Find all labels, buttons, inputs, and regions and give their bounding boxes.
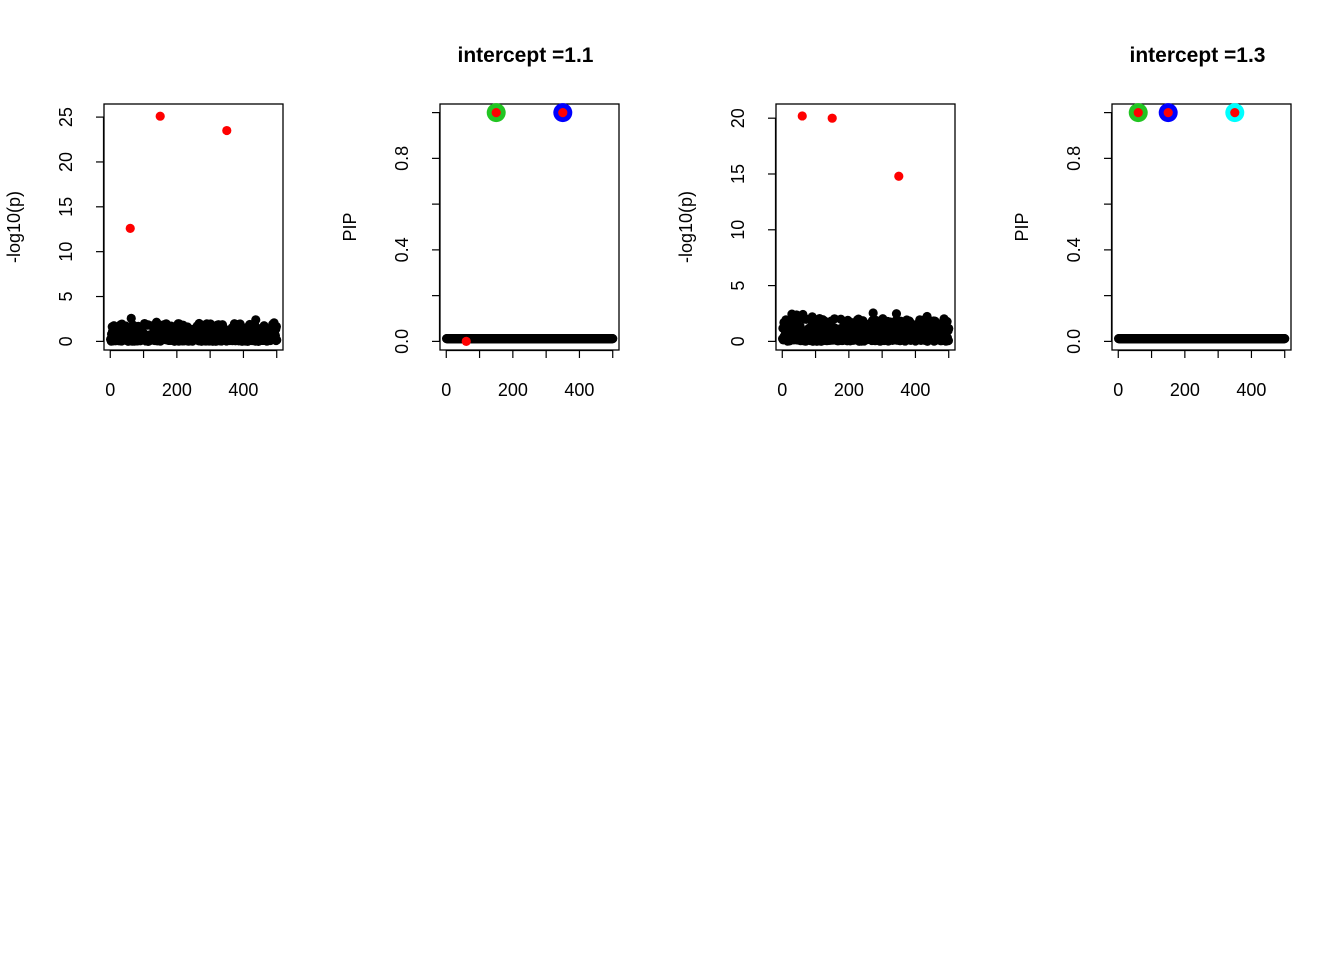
data-point — [1280, 334, 1290, 344]
y-axis-label: PIP — [1012, 212, 1032, 241]
y-axis: 0 5 10 15 20 — [728, 108, 777, 346]
data-point — [943, 336, 954, 346]
y-tick-label: 25 — [56, 107, 76, 127]
x-axis: 0 200 400 — [105, 349, 278, 400]
plot-frame — [1111, 103, 1292, 351]
panel-2: 0 200 400 0.0 0.4 0.8 PIP intercept =1.1 — [340, 44, 620, 400]
panel-3: 0 200 400 0 5 10 15 20 -log10(p) — [676, 103, 956, 400]
y-tick-label: 0.0 — [392, 329, 412, 354]
y-axis: 0.0 0.4 0.8 — [392, 112, 441, 354]
x-axis: 0 200 400 — [441, 349, 614, 400]
y-tick-label: 10 — [56, 242, 76, 262]
panel-title: intercept =1.3 — [1130, 44, 1266, 67]
plot-frame — [439, 103, 620, 351]
highlighted-point — [222, 125, 232, 136]
highlighted-points — [1128, 103, 1245, 123]
y-tick-label: 0 — [728, 336, 748, 346]
y-axis-label: -log10(p) — [4, 191, 24, 263]
y-axis: 0 5 10 15 20 25 — [56, 107, 105, 346]
x-axis: 0 200 400 — [1113, 349, 1286, 400]
highlighted-point — [827, 113, 837, 123]
background-points — [441, 334, 618, 344]
panel-4: 0 200 400 0.0 0.4 0.8 PIP intercept =1.3 — [1012, 44, 1292, 400]
data-point — [868, 308, 878, 318]
y-tick-label: 0.8 — [1064, 146, 1084, 171]
highlighted-point — [558, 108, 568, 118]
highlighted-points — [461, 103, 573, 346]
panel-title: intercept =1.1 — [458, 44, 594, 67]
highlighted-point — [461, 336, 471, 346]
highlighted-point — [1133, 108, 1143, 118]
y-tick-label: 0.4 — [392, 237, 412, 262]
background-points — [105, 313, 282, 346]
highlighted-point — [894, 171, 904, 181]
y-axis: 0.0 0.4 0.8 — [1064, 112, 1113, 354]
x-tick-label: 0 — [1113, 380, 1123, 400]
highlighted-points — [797, 111, 904, 181]
background-points — [1113, 334, 1290, 344]
data-point — [608, 334, 618, 344]
highlighted-point — [797, 111, 807, 121]
x-tick-label: 0 — [105, 380, 115, 400]
y-tick-label: 0.4 — [1064, 237, 1084, 262]
x-tick-label: 200 — [1170, 380, 1200, 400]
y-tick-label: 20 — [728, 108, 748, 128]
y-tick-label: 0.8 — [392, 146, 412, 171]
y-axis-label: -log10(p) — [676, 191, 696, 263]
y-tick-label: 15 — [728, 164, 748, 184]
panel-1: 0 200 400 0 5 10 15 20 25 -log10(p) — [4, 103, 284, 400]
data-point — [272, 335, 282, 345]
y-tick-label: 0 — [56, 336, 76, 346]
data-point — [891, 309, 902, 319]
y-tick-label: 0.0 — [1064, 329, 1084, 354]
x-tick-label: 0 — [777, 380, 787, 400]
x-tick-label: 200 — [162, 380, 192, 400]
x-tick-label: 0 — [441, 380, 451, 400]
x-tick-label: 400 — [1236, 380, 1266, 400]
x-tick-label: 200 — [834, 380, 864, 400]
y-tick-label: 5 — [728, 281, 748, 291]
highlighted-point — [125, 223, 135, 233]
highlighted-point — [155, 111, 165, 121]
x-tick-label: 200 — [498, 380, 528, 400]
y-tick-label: 5 — [56, 292, 76, 302]
data-point — [251, 315, 261, 325]
highlighted-points — [125, 111, 232, 233]
data-point — [944, 323, 954, 334]
highlighted-point — [491, 108, 501, 118]
x-axis: 0 200 400 — [777, 349, 950, 400]
x-tick-label: 400 — [564, 380, 594, 400]
y-tick-label: 20 — [56, 152, 76, 172]
highlighted-point — [1230, 108, 1240, 118]
y-tick-label: 10 — [728, 220, 748, 240]
y-axis-label: PIP — [340, 212, 360, 241]
data-point — [271, 321, 282, 332]
x-tick-label: 400 — [228, 380, 258, 400]
highlighted-point — [1163, 108, 1173, 118]
y-tick-label: 15 — [56, 197, 76, 217]
x-tick-label: 400 — [900, 380, 930, 400]
background-points — [777, 308, 954, 346]
